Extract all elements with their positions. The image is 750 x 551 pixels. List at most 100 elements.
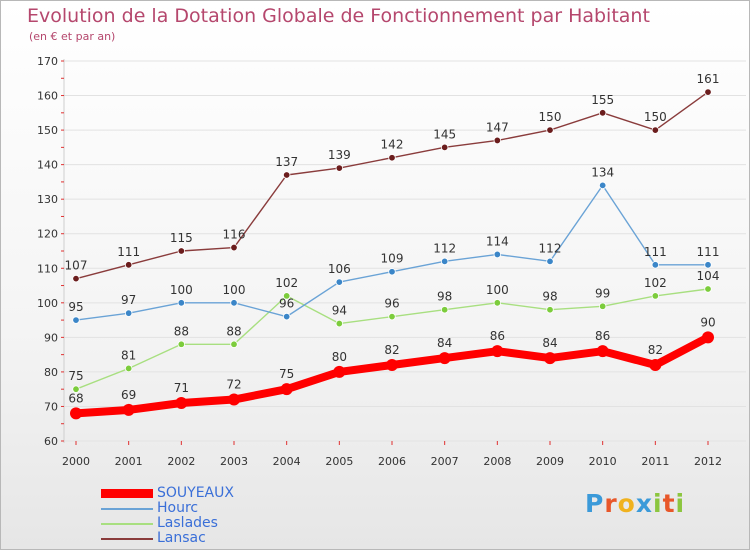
y-tick-label: 130 bbox=[37, 193, 58, 206]
x-tick-label: 2012 bbox=[694, 455, 722, 468]
data-label-souyeaux: 86 bbox=[595, 329, 610, 343]
legend-swatch bbox=[101, 507, 153, 510]
logo-letter: r bbox=[604, 489, 618, 518]
y-tick-label: 150 bbox=[37, 124, 58, 137]
data-label-laslades: 88 bbox=[174, 324, 189, 338]
data-label-souyeaux: 80 bbox=[332, 350, 347, 364]
data-point-hourc bbox=[388, 268, 396, 276]
data-point-souyeaux bbox=[70, 407, 82, 420]
data-label-lansac: 139 bbox=[328, 148, 351, 162]
data-point-lansac bbox=[230, 243, 238, 252]
data-point-lansac bbox=[493, 136, 502, 145]
data-point-laslades bbox=[72, 385, 80, 393]
data-point-hourc bbox=[704, 261, 712, 269]
data-label-souyeaux: 82 bbox=[648, 343, 663, 357]
data-label-hourc: 134 bbox=[591, 165, 614, 179]
data-label-hourc: 114 bbox=[486, 234, 509, 248]
data-label-lansac: 150 bbox=[539, 110, 562, 124]
legend-swatch bbox=[101, 537, 153, 540]
x-tick-label: 2006 bbox=[378, 455, 406, 468]
data-label-lansac: 111 bbox=[117, 245, 140, 259]
data-point-hourc bbox=[72, 316, 80, 324]
data-point-souyeaux bbox=[333, 365, 346, 378]
legend-swatch bbox=[101, 522, 153, 525]
data-label-laslades: 104 bbox=[697, 269, 720, 283]
data-label-lansac: 142 bbox=[381, 138, 404, 152]
data-point-hourc bbox=[282, 312, 291, 321]
data-label-hourc: 100 bbox=[170, 283, 193, 297]
data-label-hourc: 96 bbox=[279, 297, 294, 311]
x-tick-label: 2004 bbox=[273, 455, 301, 468]
data-point-laslades bbox=[651, 292, 660, 300]
data-point-laslades bbox=[388, 312, 396, 321]
data-point-souyeaux bbox=[280, 383, 293, 396]
data-point-laslades bbox=[704, 285, 712, 293]
data-point-hourc bbox=[230, 299, 238, 307]
chart-title: Evolution de la Dotation Globale de Fonc… bbox=[27, 5, 650, 27]
data-point-souyeaux bbox=[122, 403, 135, 416]
data-point-hourc bbox=[651, 261, 660, 269]
data-point-hourc bbox=[493, 250, 502, 259]
data-label-laslades: 75 bbox=[68, 369, 83, 383]
y-tick-label: 110 bbox=[37, 262, 58, 275]
data-point-hourc bbox=[440, 257, 449, 266]
data-label-laslades: 98 bbox=[542, 290, 557, 304]
data-point-lansac bbox=[72, 274, 80, 283]
data-point-lansac bbox=[335, 164, 344, 172]
data-point-hourc bbox=[177, 299, 186, 307]
data-label-laslades: 98 bbox=[437, 290, 452, 304]
data-label-hourc: 106 bbox=[328, 262, 351, 276]
data-label-hourc: 97 bbox=[121, 293, 136, 307]
proxiti-logo: Proxiti bbox=[585, 489, 685, 518]
x-tick-label: 2003 bbox=[220, 455, 248, 468]
chart-subtitle: (en € et par an) bbox=[29, 30, 116, 43]
data-label-lansac: 161 bbox=[697, 72, 720, 86]
data-label-lansac: 145 bbox=[433, 127, 456, 141]
legend-label: Laslades bbox=[157, 515, 218, 531]
data-label-souyeaux: 69 bbox=[121, 388, 136, 402]
data-label-laslades: 94 bbox=[332, 304, 347, 318]
y-tick-label: 120 bbox=[37, 228, 58, 241]
data-label-hourc: 100 bbox=[223, 283, 246, 297]
data-point-laslades bbox=[124, 364, 133, 373]
y-tick-label: 70 bbox=[44, 400, 58, 413]
logo-letter: i bbox=[675, 489, 686, 518]
x-tick-label: 2007 bbox=[431, 455, 459, 468]
data-label-souyeaux: 68 bbox=[68, 391, 83, 405]
data-label-souyeaux: 84 bbox=[437, 336, 452, 350]
legend-item-hourc: Hourc bbox=[101, 501, 234, 516]
logo-letter: P bbox=[585, 489, 605, 518]
logo-letter: t bbox=[662, 489, 676, 518]
data-label-lansac: 116 bbox=[223, 228, 246, 242]
logo-letter: x bbox=[635, 489, 653, 518]
data-label-souyeaux: 82 bbox=[384, 343, 399, 357]
data-label-souyeaux: 84 bbox=[542, 336, 557, 350]
legend-swatch bbox=[101, 489, 153, 498]
data-point-lansac bbox=[440, 143, 449, 152]
legend-label: SOUYEAUX bbox=[157, 485, 234, 501]
data-label-laslades: 88 bbox=[226, 324, 241, 338]
legend-item-laslades: Laslades bbox=[101, 516, 234, 531]
legend-item-lansac: Lansac bbox=[101, 531, 234, 546]
x-tick-label: 2000 bbox=[62, 455, 90, 468]
legend-label: Hourc bbox=[157, 500, 199, 516]
data-label-laslades: 102 bbox=[644, 276, 667, 290]
data-label-hourc: 112 bbox=[433, 241, 456, 255]
data-point-laslades bbox=[598, 302, 607, 310]
data-label-hourc: 95 bbox=[68, 300, 83, 314]
legend-item-souyeaux: SOUYEAUX bbox=[101, 486, 234, 501]
data-label-lansac: 137 bbox=[275, 155, 298, 169]
legend-label: Lansac bbox=[157, 530, 206, 546]
y-tick-label: 160 bbox=[37, 90, 58, 103]
data-label-souyeaux: 72 bbox=[226, 378, 241, 392]
y-tick-label: 90 bbox=[44, 331, 58, 344]
y-tick-label: 140 bbox=[37, 159, 58, 172]
x-tick-label: 2001 bbox=[115, 455, 143, 468]
data-point-souyeaux bbox=[702, 331, 714, 344]
data-label-laslades: 102 bbox=[275, 276, 298, 290]
data-point-laslades bbox=[493, 299, 502, 307]
data-label-souyeaux: 90 bbox=[700, 315, 715, 329]
y-tick-label: 60 bbox=[44, 435, 58, 448]
data-point-lansac bbox=[177, 247, 186, 255]
data-point-laslades bbox=[546, 306, 554, 314]
